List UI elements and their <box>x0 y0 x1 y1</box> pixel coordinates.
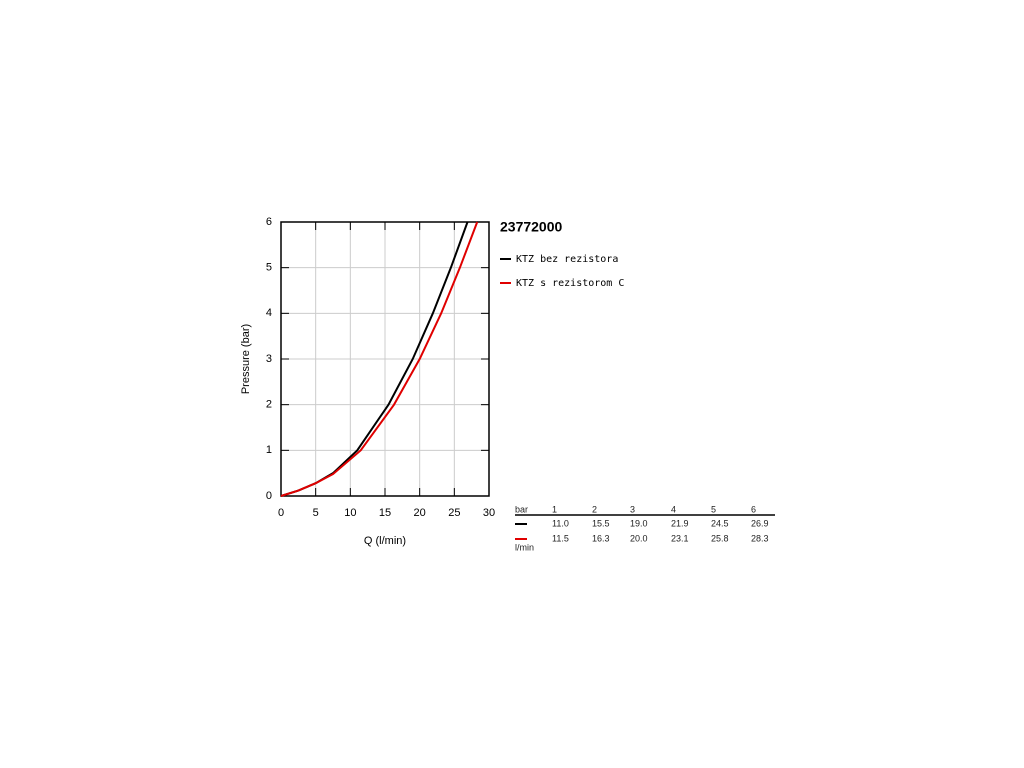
table-header: 2 <box>592 504 597 514</box>
table-header: 3 <box>630 504 635 514</box>
x-tick-label: 10 <box>344 507 356 519</box>
y-tick-label: 4 <box>266 307 272 319</box>
x-axis-label: Q (l/min) <box>364 535 406 547</box>
table-cell: 21.9 <box>671 518 689 528</box>
legend-label: KTZ s rezistorom C <box>516 278 624 289</box>
table-unit-bottom: l/min <box>515 542 534 552</box>
table-cell: 24.5 <box>711 518 729 528</box>
y-tick-label: 1 <box>266 444 272 456</box>
x-tick-label: 25 <box>448 507 460 519</box>
y-axis-label: Pressure (bar) <box>240 324 252 394</box>
table-cell: 25.8 <box>711 533 729 543</box>
x-tick-label: 5 <box>313 507 319 519</box>
table-cell: 16.3 <box>592 533 610 543</box>
y-tick-label: 2 <box>266 399 272 411</box>
chart-title: 23772000 <box>500 219 563 235</box>
y-tick-label: 3 <box>266 353 272 365</box>
table-header: 4 <box>671 504 676 514</box>
table-cell: 26.9 <box>751 518 769 528</box>
x-tick-label: 20 <box>414 507 426 519</box>
legend-label: KTZ bez rezistora <box>516 254 618 265</box>
table-cell: 19.0 <box>630 518 648 528</box>
table-cell: 28.3 <box>751 533 769 543</box>
table-cell: 20.0 <box>630 533 648 543</box>
y-tick-label: 0 <box>266 490 272 502</box>
table-header: 5 <box>711 504 716 514</box>
plot-frame <box>280 221 490 497</box>
y-tick-label: 6 <box>266 216 272 228</box>
x-tick-label: 0 <box>278 507 284 519</box>
table-unit-top: bar <box>515 504 528 514</box>
series-line <box>280 221 479 497</box>
table-cell: 15.5 <box>592 518 610 528</box>
table-cell: 11.5 <box>552 533 569 543</box>
table-header: 1 <box>552 504 557 514</box>
x-tick-label: 30 <box>483 507 495 519</box>
table-header: 6 <box>751 504 756 514</box>
y-tick-label: 5 <box>266 262 272 274</box>
x-tick-label: 15 <box>379 507 391 519</box>
table-cell: 23.1 <box>671 533 689 543</box>
table-cell: 11.0 <box>552 518 569 528</box>
